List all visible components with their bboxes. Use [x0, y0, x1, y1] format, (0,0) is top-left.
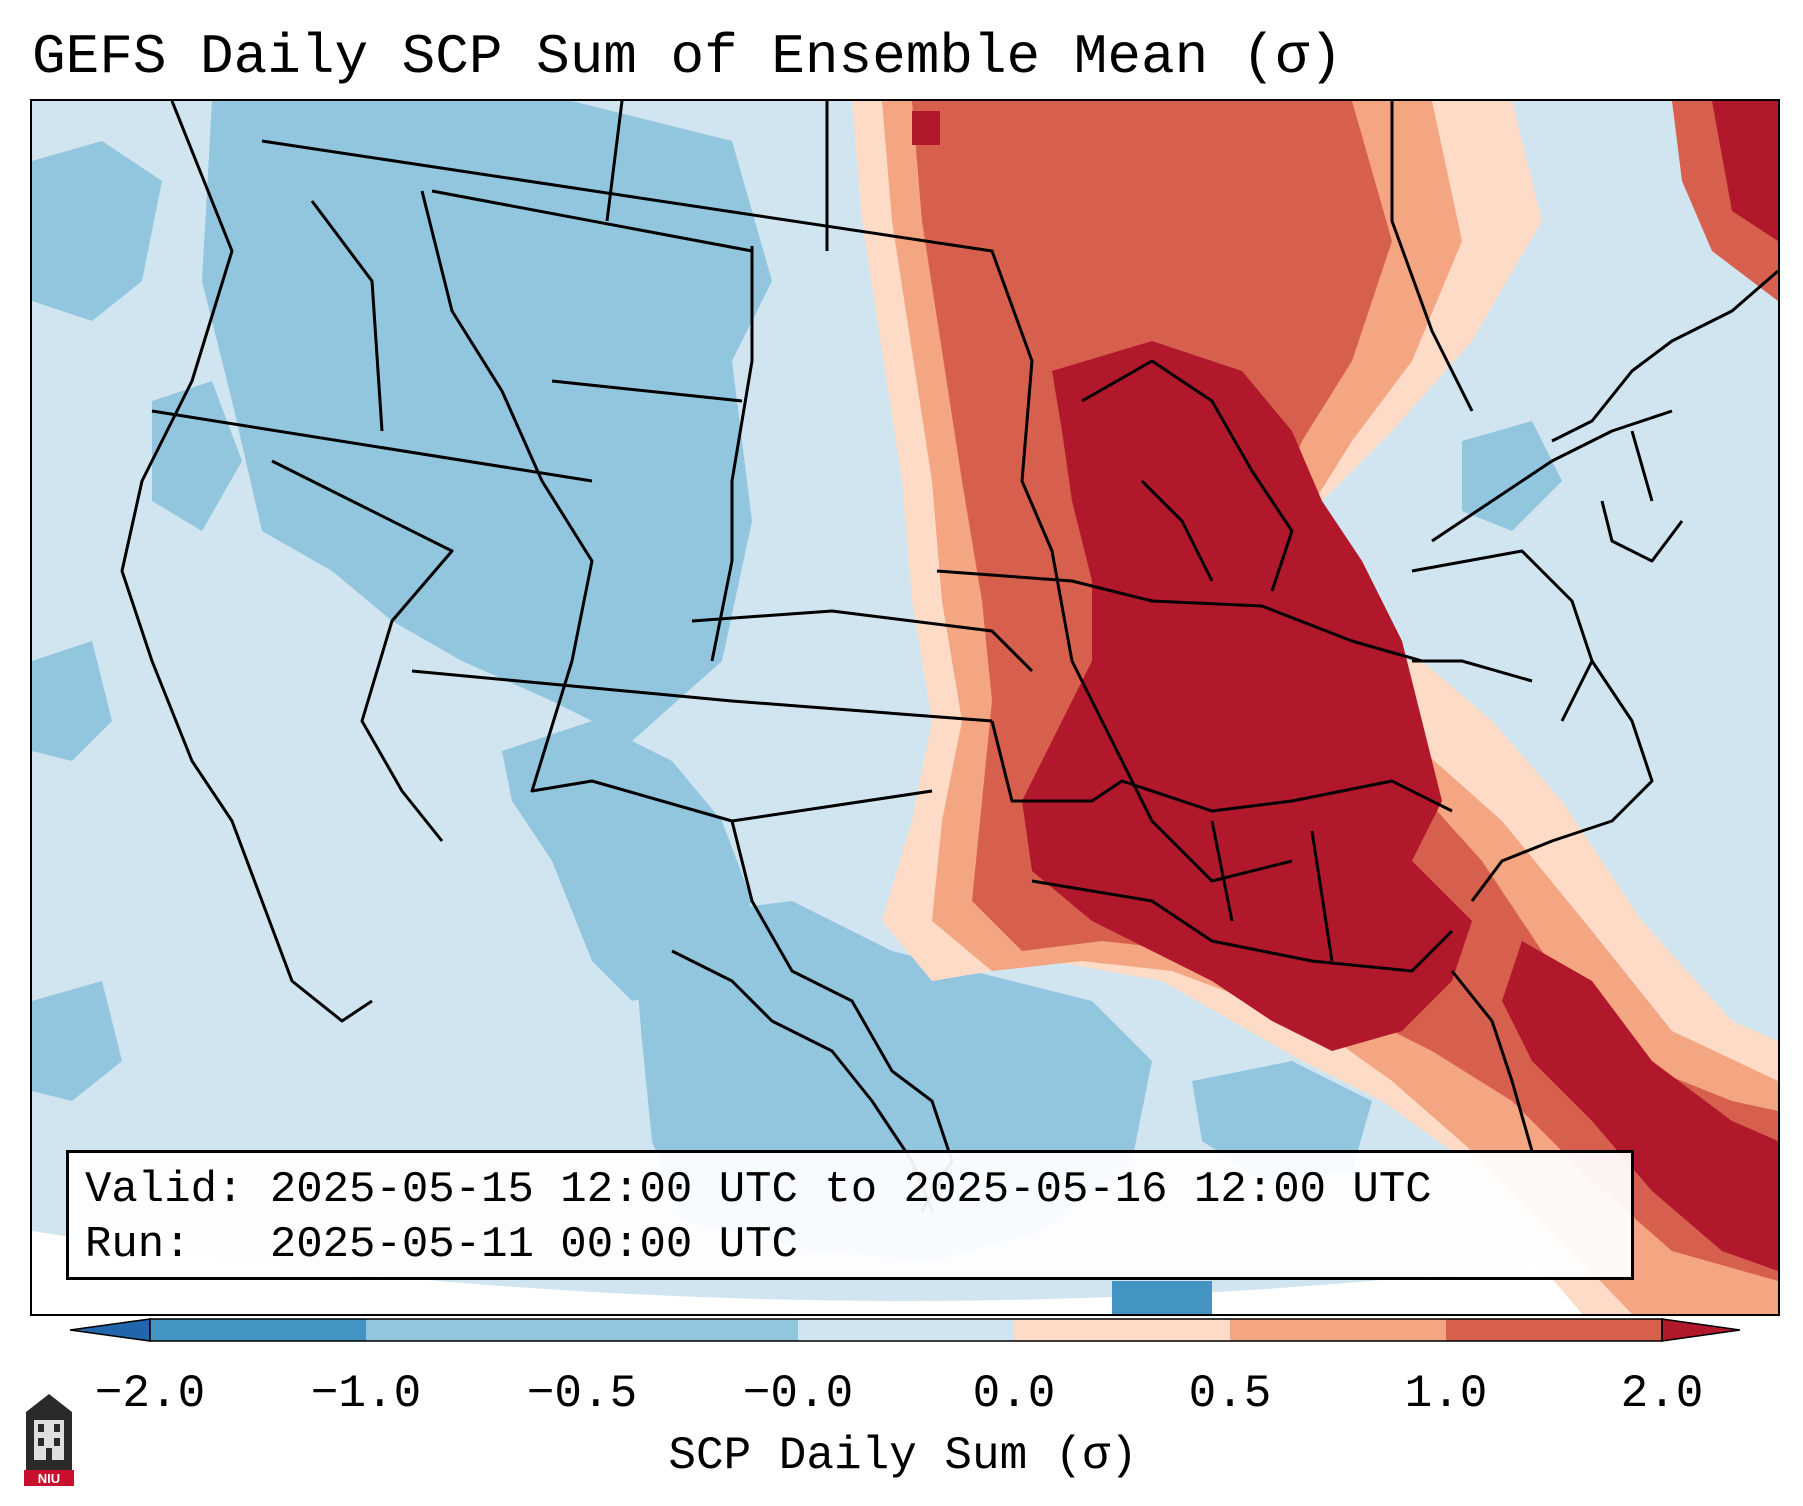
valid-value: 2025-05-15 12:00 UTC to 2025-05-16 12:00…: [269, 1165, 1432, 1215]
valid-run-info-box: Valid: 2025-05-15 12:00 UTC to 2025-05-1…: [66, 1150, 1634, 1280]
colorbar-segment: [1014, 1319, 1230, 1341]
colorbar-tick-label: 2.0: [1620, 1368, 1704, 1420]
colorbar-extend-high: [1661, 1318, 1740, 1342]
valid-line: Valid: 2025-05-15 12:00 UTC to 2025-05-1…: [85, 1163, 1615, 1218]
colorbar-tick-label: −1.0: [310, 1368, 422, 1420]
strong-negative-spot: [1112, 1281, 1212, 1314]
max-positive-anomaly-core: [912, 101, 1778, 1271]
valid-label: Valid:: [85, 1165, 244, 1215]
run-line: Run: 2025-05-11 00:00 UTC: [85, 1218, 1615, 1273]
colorbar-tick-label: 0.5: [1188, 1368, 1272, 1420]
university-tower-icon: NIU: [24, 1394, 74, 1486]
colorbar-tick-label: 0.0: [972, 1368, 1056, 1420]
colorbar-tick-label: −0.0: [742, 1368, 854, 1420]
colorbar-segment: [150, 1319, 366, 1341]
colorbar-segment: [1446, 1319, 1662, 1341]
colorbar-label: SCP Daily Sum (σ): [668, 1430, 1138, 1482]
scp-map: [32, 101, 1778, 1314]
colorbar-tick-label: 1.0: [1404, 1368, 1488, 1420]
run-value: 2025-05-11 00:00 UTC: [269, 1220, 798, 1270]
colorbar-segment: [366, 1319, 798, 1341]
colorbar-segment: [1230, 1319, 1446, 1341]
colorbar-extend-low: [70, 1318, 151, 1342]
map-title: GEFS Daily SCP Sum of Ensemble Mean (σ): [32, 25, 1343, 89]
boundary-lines: [120, 101, 1778, 1212]
colorbar-segment: [798, 1319, 1014, 1341]
colorbar-tick-label: −0.5: [526, 1368, 638, 1420]
colorbar: [70, 1318, 1740, 1342]
map-panel: [30, 99, 1780, 1316]
run-label: Run:: [85, 1220, 191, 1270]
colorbar-tick-label: −2.0: [94, 1368, 206, 1420]
logo-text: NIU: [38, 1471, 60, 1486]
